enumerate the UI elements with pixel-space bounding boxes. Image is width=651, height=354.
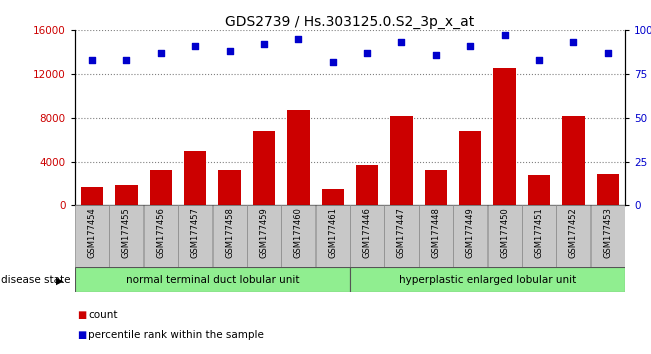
Bar [322, 189, 344, 205]
Bar [115, 184, 137, 205]
Bar [424, 170, 447, 205]
Text: GSM177455: GSM177455 [122, 207, 131, 258]
Bar [75, 267, 350, 292]
Text: GSM177458: GSM177458 [225, 207, 234, 258]
Bar [590, 205, 625, 267]
Bar [391, 115, 413, 205]
Bar [522, 205, 556, 267]
Point [327, 59, 338, 64]
Text: count: count [88, 310, 117, 320]
Bar [213, 205, 247, 267]
Bar [350, 205, 384, 267]
Bar [150, 170, 172, 205]
Point [499, 33, 510, 38]
Bar [562, 115, 585, 205]
Bar [459, 131, 482, 205]
Text: GSM177449: GSM177449 [465, 207, 475, 258]
Bar [281, 205, 315, 267]
Bar [596, 173, 619, 205]
Bar [385, 205, 419, 267]
Point [258, 41, 269, 47]
Bar [287, 110, 309, 205]
Bar [350, 267, 625, 292]
Text: ■: ■ [77, 330, 86, 339]
Bar [316, 205, 350, 267]
Bar [488, 205, 521, 267]
Point [396, 40, 407, 45]
Text: GSM177450: GSM177450 [500, 207, 509, 258]
Text: ▶: ▶ [56, 275, 64, 285]
Bar [218, 170, 241, 205]
Bar [528, 175, 550, 205]
Bar [178, 205, 212, 267]
Text: normal terminal duct lobular unit: normal terminal duct lobular unit [126, 275, 299, 285]
Point [225, 48, 235, 54]
Point [121, 57, 132, 63]
Bar [144, 205, 178, 267]
Point [534, 57, 544, 63]
Text: GSM177459: GSM177459 [260, 207, 268, 258]
Text: GSM177461: GSM177461 [328, 207, 337, 258]
Text: GSM177446: GSM177446 [363, 207, 372, 258]
Point [603, 50, 613, 56]
Bar [253, 131, 275, 205]
Text: disease state: disease state [1, 275, 71, 285]
Point [465, 43, 475, 49]
Point [362, 50, 372, 56]
Text: GSM177447: GSM177447 [397, 207, 406, 258]
Point [190, 43, 201, 49]
Text: GSM177452: GSM177452 [569, 207, 578, 258]
Point [156, 50, 166, 56]
Bar [419, 205, 453, 267]
Text: GSM177451: GSM177451 [534, 207, 544, 258]
Text: GSM177448: GSM177448 [432, 207, 440, 258]
Text: ■: ■ [77, 310, 86, 320]
Text: GSM177453: GSM177453 [603, 207, 613, 258]
Title: GDS2739 / Hs.303125.0.S2_3p_x_at: GDS2739 / Hs.303125.0.S2_3p_x_at [225, 15, 475, 29]
Bar [81, 187, 104, 205]
Bar [557, 205, 590, 267]
Bar [247, 205, 281, 267]
Bar [184, 150, 206, 205]
Point [431, 52, 441, 57]
Text: GSM177457: GSM177457 [191, 207, 200, 258]
Bar [453, 205, 487, 267]
Text: GSM177454: GSM177454 [87, 207, 96, 258]
Point [293, 36, 303, 42]
Text: hyperplastic enlarged lobular unit: hyperplastic enlarged lobular unit [399, 275, 576, 285]
Text: GSM177456: GSM177456 [156, 207, 165, 258]
Bar [493, 68, 516, 205]
Text: GSM177460: GSM177460 [294, 207, 303, 258]
Point [568, 40, 579, 45]
Point [87, 57, 97, 63]
Text: percentile rank within the sample: percentile rank within the sample [88, 330, 264, 339]
Bar [75, 205, 109, 267]
Bar [109, 205, 143, 267]
Bar [356, 165, 378, 205]
